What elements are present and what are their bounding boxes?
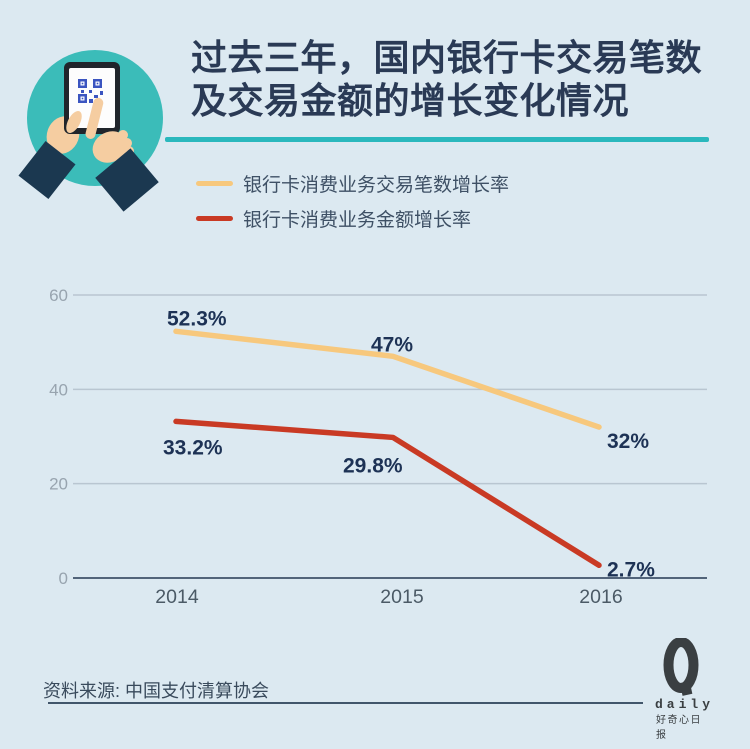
x-tick-label: 2014: [155, 586, 199, 608]
y-tick-label: 60: [49, 286, 68, 305]
y-tick-label: 20: [49, 475, 68, 494]
left-sleeve: [18, 140, 76, 200]
legend-swatch-yellow: [196, 180, 233, 186]
legend-label: 银行卡消费业务交易笔数增长率: [243, 174, 510, 196]
data-line: [173, 418, 602, 569]
data-point-label: 33.2%: [163, 436, 223, 459]
data-point-label: 2.7%: [607, 558, 655, 581]
qdaily-logo-word: daily: [655, 697, 715, 712]
data-point-label: 29.8%: [343, 454, 403, 477]
qdaily-logo-icon: [663, 638, 699, 696]
qdaily-logo-chinese: 好奇心日报: [656, 715, 702, 741]
legend-label: 银行卡消费业务金额增长率: [243, 209, 472, 231]
data-source-note: 资料来源: 中国支付清算协会: [43, 681, 270, 701]
title-divider: [165, 137, 709, 142]
title-line-2: 及交易金额的增长变化情况: [191, 80, 630, 121]
y-tick-label: 0: [59, 569, 68, 588]
data-point-label: 52.3%: [167, 307, 227, 330]
pointing-finger: [85, 97, 104, 139]
footer-rule: [48, 702, 643, 704]
legend-swatch-red: [196, 215, 233, 221]
data-point-label: 47%: [371, 333, 413, 356]
right-sleeve: [95, 148, 159, 212]
data-line: [173, 328, 602, 430]
x-tick-label: 2016: [579, 586, 622, 608]
title-line-1: 过去三年，国内银行卡交易笔数: [191, 37, 703, 78]
x-tick-label: 2015: [380, 586, 424, 608]
data-point-label: 32%: [607, 430, 649, 453]
legend-item-amount: 银行卡消费业务金额增长率: [196, 206, 472, 231]
y-tick-label: 40: [49, 380, 68, 399]
legend-item-transactions: 银行卡消费业务交易笔数增长率: [196, 171, 510, 196]
page-title: 过去三年，国内银行卡交易笔数 及交易金额的增长变化情况: [191, 36, 711, 122]
qr-scan-hands-icon: [18, 50, 163, 212]
